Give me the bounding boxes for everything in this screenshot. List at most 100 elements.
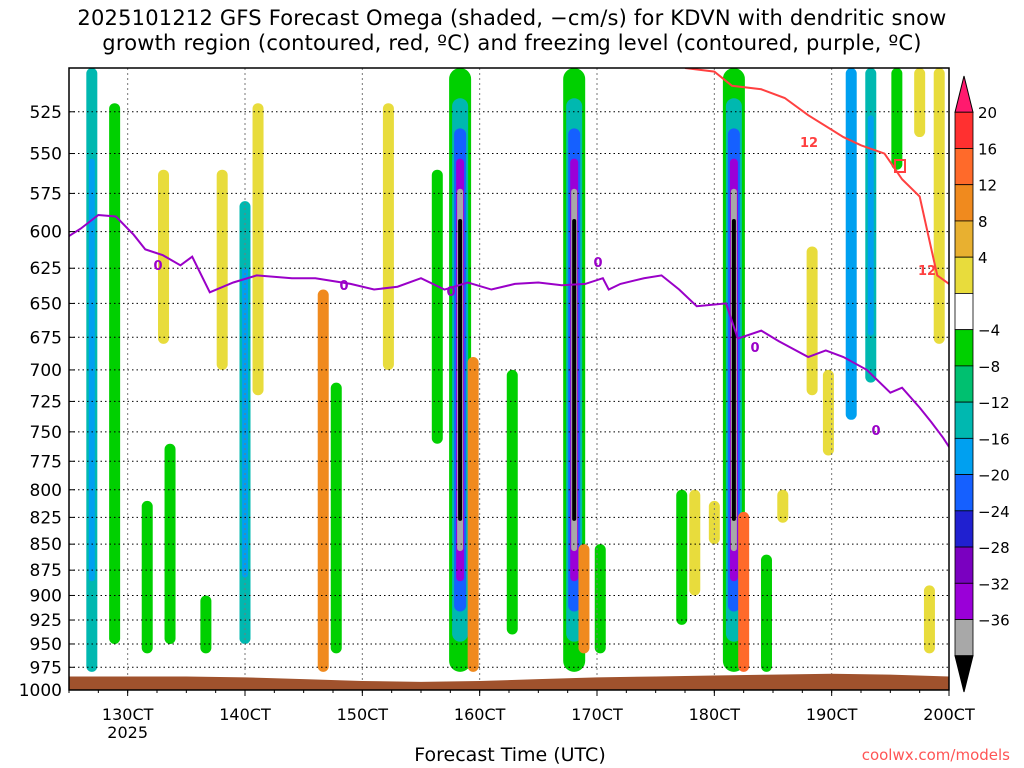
y-tick-label-18: 975 [30, 658, 62, 678]
x-tick-label-6: 190CT [806, 705, 858, 724]
y-tick-label-8: 725 [30, 392, 62, 412]
x-tick-label-7: 200CT [923, 705, 975, 724]
x-tick-label-0: 130CT [102, 705, 154, 724]
omega-streak-2 [141, 500, 153, 654]
colorbar-swatch-15 [954, 619, 974, 657]
colorbar-label-7: −12 [978, 394, 1010, 412]
y-tick-label-13: 850 [30, 535, 62, 555]
y-tick-label-7: 700 [30, 361, 62, 381]
y-tick-label-0: 525 [30, 103, 62, 123]
omega-streak-17 [578, 544, 590, 654]
y-tick-label-6: 675 [30, 328, 62, 348]
colorbar-swatch-6 [954, 293, 974, 331]
y-tick-label-5: 650 [30, 294, 62, 314]
omega-streak-1 [109, 103, 121, 644]
chart-title: 2025101212 GFS Forecast Omega (shaded, −… [0, 6, 1024, 56]
omega-streak-12 [431, 169, 443, 444]
freezing-label-2: 0 [339, 279, 348, 294]
colorbar-label-11: −28 [978, 539, 1010, 557]
omega-streak-inner-28 [848, 120, 855, 368]
chart-title-line2: growth region (contoured, red, ºC) and f… [102, 31, 922, 55]
y-tick-label-12: 825 [30, 508, 62, 528]
omega-streak-18 [594, 544, 606, 654]
colorbar-swatch-10 [954, 437, 974, 475]
omega-streak-4 [164, 443, 176, 644]
x-tick-label-2: 150CT [337, 705, 389, 724]
x-tick-label-4: 170CT [571, 705, 623, 724]
omega-streak-19 [676, 489, 688, 625]
omega-streak-9 [317, 289, 329, 672]
colorbar-label-12: −32 [978, 575, 1010, 593]
omega-streak-5 [200, 595, 212, 654]
omega-streak-inner-29 [867, 115, 874, 336]
colorbar-swatch-7 [954, 329, 974, 367]
colorbar-swatch-8 [954, 365, 974, 403]
y-tick-label-10: 775 [30, 452, 62, 472]
colorbar-label-2: 12 [978, 177, 997, 195]
omega-streak-inner-7 [242, 267, 248, 578]
omega-streak-31 [914, 68, 926, 138]
y-tick-label-1: 550 [30, 145, 62, 165]
y-axis: 525 550 575 600 625 650 675 700 725 750 775 800 825 8… [19, 103, 75, 701]
dgz-contour-small [894, 159, 906, 173]
omega-streak-25 [777, 489, 789, 523]
colorbar-swatch-14 [954, 582, 974, 620]
colorbar-swatch-1 [954, 111, 974, 149]
omega-streak-11 [382, 103, 394, 370]
omega-streak-26 [806, 246, 818, 396]
omega-streak-20 [689, 489, 701, 596]
colorbar-label-6: −8 [978, 358, 1000, 376]
y-tick-label-11: 800 [30, 481, 62, 501]
colorbar-label-8: −16 [978, 430, 1010, 448]
colorbar-swatch-5 [954, 256, 974, 294]
colorbar: 20 16 12 8 4 −4 −8 −12 −16 −20 −24 −28 −32 −36 [954, 75, 1010, 693]
y-tick-label-16: 925 [30, 611, 62, 631]
y-tick-label-19: 1000 [19, 681, 62, 701]
omega-core-13-5 [458, 218, 463, 521]
colorbar-swatch-11 [954, 474, 974, 512]
omega-shading [86, 68, 945, 672]
colorbar-label-9: −20 [978, 467, 1010, 485]
dgz-label-2: 12 [918, 264, 936, 279]
omega-streak-30 [891, 68, 903, 170]
omega-streak-15 [506, 369, 518, 635]
omega-streak-23 [738, 511, 750, 672]
omega-streak-8 [252, 103, 264, 396]
contours: 12 12 0 0 0 0 0 0 [69, 68, 949, 449]
colorbar-swatch-13 [954, 546, 974, 584]
chart-title-line1: 2025101212 GFS Forecast Omega (shaded, −… [77, 6, 947, 30]
colorbar-label-0: 20 [978, 104, 997, 122]
y-tick-label-15: 900 [30, 586, 62, 606]
y-tick-label-3: 600 [30, 223, 62, 243]
credit-text: coolwx.com/models [861, 746, 1010, 764]
y-tick-label-4: 625 [30, 259, 62, 279]
dgz-label-1: 12 [800, 136, 818, 151]
colorbar-swatch-12 [954, 510, 974, 548]
freezing-label-1: 0 [153, 259, 162, 274]
terrain-area [69, 673, 949, 690]
terrain-fill [69, 673, 949, 690]
omega-core-22-5 [731, 218, 736, 521]
colorbar-top-triangle [954, 75, 974, 113]
colorbar-swatch-4 [954, 220, 974, 258]
colorbar-label-5: −4 [978, 322, 1000, 340]
x-axis-label: Forecast Time (UTC) [414, 744, 606, 766]
omega-streak-24 [760, 554, 772, 672]
x-tick-label-5: 180CT [689, 705, 741, 724]
x-tick-label-1: 140CT [219, 705, 271, 724]
colorbar-label-4: 4 [978, 249, 988, 267]
colorbar-label-13: −36 [978, 612, 1010, 630]
omega-streak-33 [933, 68, 945, 344]
colorbar-swatch-2 [954, 148, 974, 186]
y-tick-label-9: 750 [30, 423, 62, 443]
freezing-label-5: 0 [750, 341, 759, 356]
colorbar-label-1: 16 [978, 140, 997, 158]
freezing-level-line [69, 213, 949, 449]
colorbar-label-10: −24 [978, 503, 1010, 521]
x-axis: 130CT 140CT 150CT 160CT 170CT 180CT 190CT 200CT… [68, 690, 975, 742]
dgz-contour-line [684, 68, 949, 285]
freezing-label-3: 0 [446, 285, 455, 300]
x-tick-label-3: 160CT [454, 705, 506, 724]
colorbar-bottom-triangle [954, 655, 974, 693]
